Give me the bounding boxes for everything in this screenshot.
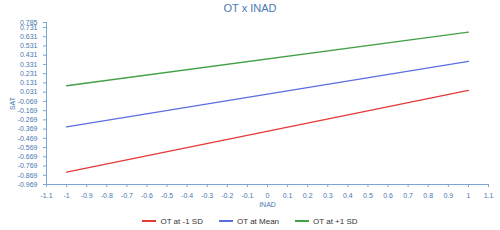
svg-text:INAD: INAD [259, 201, 276, 208]
html-text:OT at -1 SD: OT at -1 SD [160, 216, 203, 226]
svg-text:0.3: 0.3 [323, 192, 333, 199]
svg-text:0.785: 0.785 [20, 19, 38, 26]
svg-text:-0.5: -0.5 [161, 192, 173, 199]
svg-text:SAT: SAT [9, 96, 16, 110]
svg-text:-1: -1 [63, 192, 69, 199]
svg-text:-1.1: -1.1 [40, 192, 52, 199]
svg-text:-0.2: -0.2 [221, 192, 233, 199]
svg-text:0.031: 0.031 [20, 88, 38, 95]
svg-text:0.5: 0.5 [363, 192, 373, 199]
svg-text:0: 0 [266, 192, 270, 199]
svg-text:-0.569: -0.569 [18, 144, 38, 151]
html-text:OT at +1 SD: OT at +1 SD [313, 216, 358, 226]
svg-text:-0.1: -0.1 [241, 192, 253, 199]
svg-text:0.8: 0.8 [423, 192, 433, 199]
svg-text:-0.769: -0.769 [18, 162, 38, 169]
svg-text:0.631: 0.631 [20, 33, 38, 40]
svg-text:-0.8: -0.8 [101, 192, 113, 199]
svg-text:-0.9: -0.9 [81, 192, 93, 199]
html-text:OT x INAD: OT x INAD [223, 2, 277, 14]
svg-text:-0.369: -0.369 [18, 125, 38, 132]
svg-text:0.2: 0.2 [303, 192, 313, 199]
svg-text:0.431: 0.431 [20, 51, 38, 58]
svg-text:1.1: 1.1 [484, 192, 494, 199]
svg-text:-0.669: -0.669 [18, 153, 38, 160]
html-text:OT at Mean: OT at Mean [236, 216, 279, 226]
svg-text:0.1: 0.1 [283, 192, 293, 199]
svg-text:-0.6: -0.6 [141, 192, 153, 199]
svg-text:-0.7: -0.7 [121, 192, 133, 199]
svg-text:0.131: 0.131 [20, 79, 38, 86]
svg-text:0.231: 0.231 [20, 70, 38, 77]
svg-text:-0.469: -0.469 [18, 135, 38, 142]
svg-text:-0.069: -0.069 [18, 98, 38, 105]
svg-text:-0.969: -0.969 [18, 181, 38, 188]
svg-text:-0.169: -0.169 [18, 107, 38, 114]
svg-text:0.6: 0.6 [383, 192, 393, 199]
svg-text:-0.269: -0.269 [18, 116, 38, 123]
svg-text:0.331: 0.331 [20, 61, 38, 68]
svg-text:1: 1 [466, 192, 470, 199]
svg-text:-0.3: -0.3 [201, 192, 213, 199]
svg-text:0.9: 0.9 [443, 192, 453, 199]
svg-text:-0.869: -0.869 [18, 172, 38, 179]
svg-text:0.4: 0.4 [343, 192, 353, 199]
svg-text:0.7: 0.7 [403, 192, 413, 199]
svg-text:0.531: 0.531 [20, 42, 38, 49]
svg-text:0.731: 0.731 [20, 23, 38, 31]
svg-text:-0.4: -0.4 [181, 192, 193, 199]
